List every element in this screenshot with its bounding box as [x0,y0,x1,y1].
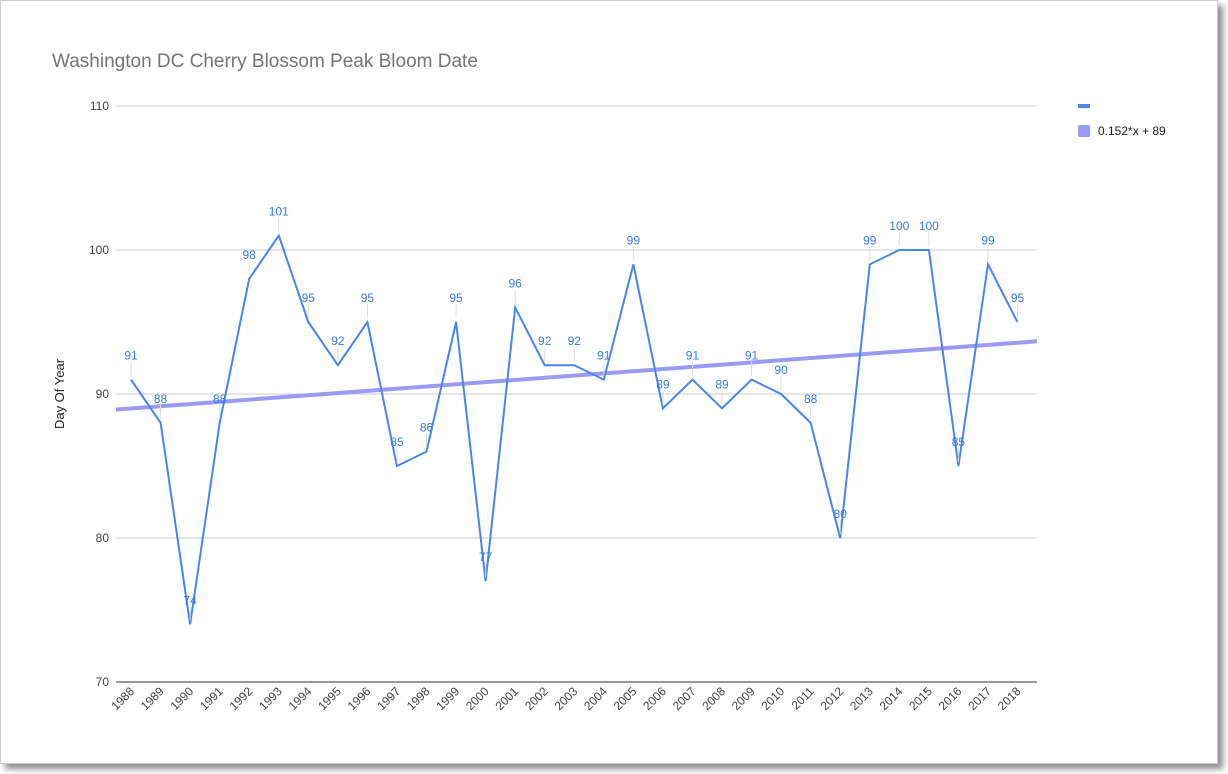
y-tick-label: 90 [96,387,110,401]
x-axis: 1988 1989 1990 1991 1992 1993 1994 1995 1996 1997… [108,684,1024,713]
x-tick-label: 1994 [286,684,315,713]
legend-swatch-trendline [1078,125,1090,137]
data-label: 90 [774,363,788,377]
y-tick-label: 100 [89,243,109,257]
data-labels: 91 88 74 88 98 101 95 92 95 85 86 95 77 96 92 92 91 99 89 9… [124,205,1024,621]
data-label: 88 [154,392,168,406]
y-tick-label: 80 [96,531,110,545]
x-tick-label: 1995 [315,684,344,713]
series-layer [130,233,1019,625]
x-tick-label: 2012 [818,684,847,713]
data-label: 85 [952,435,966,449]
x-tick-label: 2011 [789,684,817,712]
x-tick-label: 2015 [906,684,935,713]
x-tick-label: 1996 [345,684,374,713]
y-tick-label: 110 [90,99,109,113]
data-label: 88 [804,392,818,406]
x-tick-label: 2018 [995,684,1024,713]
x-tick-label: 1997 [374,684,403,713]
data-label: 91 [124,349,138,363]
gridlines [116,105,1037,683]
x-tick-label: 2000 [463,684,492,713]
x-tick-label: 2005 [611,684,640,713]
data-label: 91 [686,349,700,363]
data-label: 80 [834,507,848,521]
data-label: 100 [919,219,939,233]
data-label: 99 [627,233,641,247]
x-tick-label: 2013 [847,684,876,713]
chart-title: Washington DC Cherry Blossom Peak Bloom … [52,51,478,72]
data-label: 74 [183,593,197,607]
data-label: 88 [213,392,227,406]
x-tick-label: 1992 [227,684,256,713]
trendline [115,339,1038,412]
data-label: 95 [361,291,375,305]
y-axis-title: Day Of Year [52,358,67,429]
data-label: 91 [745,349,759,363]
legend-swatch-series [1078,104,1090,108]
x-tick-label: 2001 [492,684,521,713]
x-tick-label: 2008 [699,684,728,713]
x-tick-label: 2007 [670,684,699,713]
x-tick-label: 1990 [167,684,196,713]
data-label: 99 [981,233,995,247]
data-label: 77 [479,550,493,564]
data-label: 95 [1011,291,1025,305]
data-label: 89 [715,377,729,391]
data-label: 99 [863,233,877,247]
data-label: 96 [508,277,522,291]
x-tick-label: 1999 [433,684,462,713]
data-label: 86 [420,421,434,435]
x-tick-label: 1988 [108,684,137,713]
data-label: 85 [390,435,404,449]
data-label: 98 [243,248,257,262]
x-tick-label: 2002 [522,684,551,713]
x-tick-label: 1993 [256,684,285,713]
chart-frame: Washington DC Cherry Blossom Peak Bloom … [0,0,1218,764]
data-label: 95 [449,291,463,305]
data-label: 100 [889,219,909,233]
x-tick-label: 2010 [758,684,787,713]
x-tick-label: 2003 [552,684,581,713]
data-label: 89 [656,377,670,391]
data-label: 92 [568,334,582,348]
x-tick-label: 2004 [581,684,610,713]
y-tick-label: 70 [96,675,110,689]
series-line [130,233,1019,625]
x-tick-label: 2006 [640,684,669,713]
legend: 0.152*x + 89 [1078,104,1166,138]
x-tick-label: 2014 [877,684,906,713]
data-label: 92 [538,334,552,348]
trendline-layer [115,339,1038,412]
data-label: 95 [302,291,316,305]
x-tick-label: 2009 [729,684,758,713]
x-tick-label: 1998 [404,684,433,713]
x-tick-label: 2017 [965,684,994,713]
x-tick-label: 2016 [936,684,965,713]
legend-label-trendline: 0.152*x + 89 [1098,124,1166,138]
data-label: 91 [597,349,611,363]
x-tick-label: 1989 [138,684,167,713]
data-label: 101 [269,205,289,219]
y-axis: 70 80 90 100 110 Day Of Year [52,99,109,689]
x-tick-label: 1991 [197,684,226,713]
data-label: 92 [331,334,345,348]
